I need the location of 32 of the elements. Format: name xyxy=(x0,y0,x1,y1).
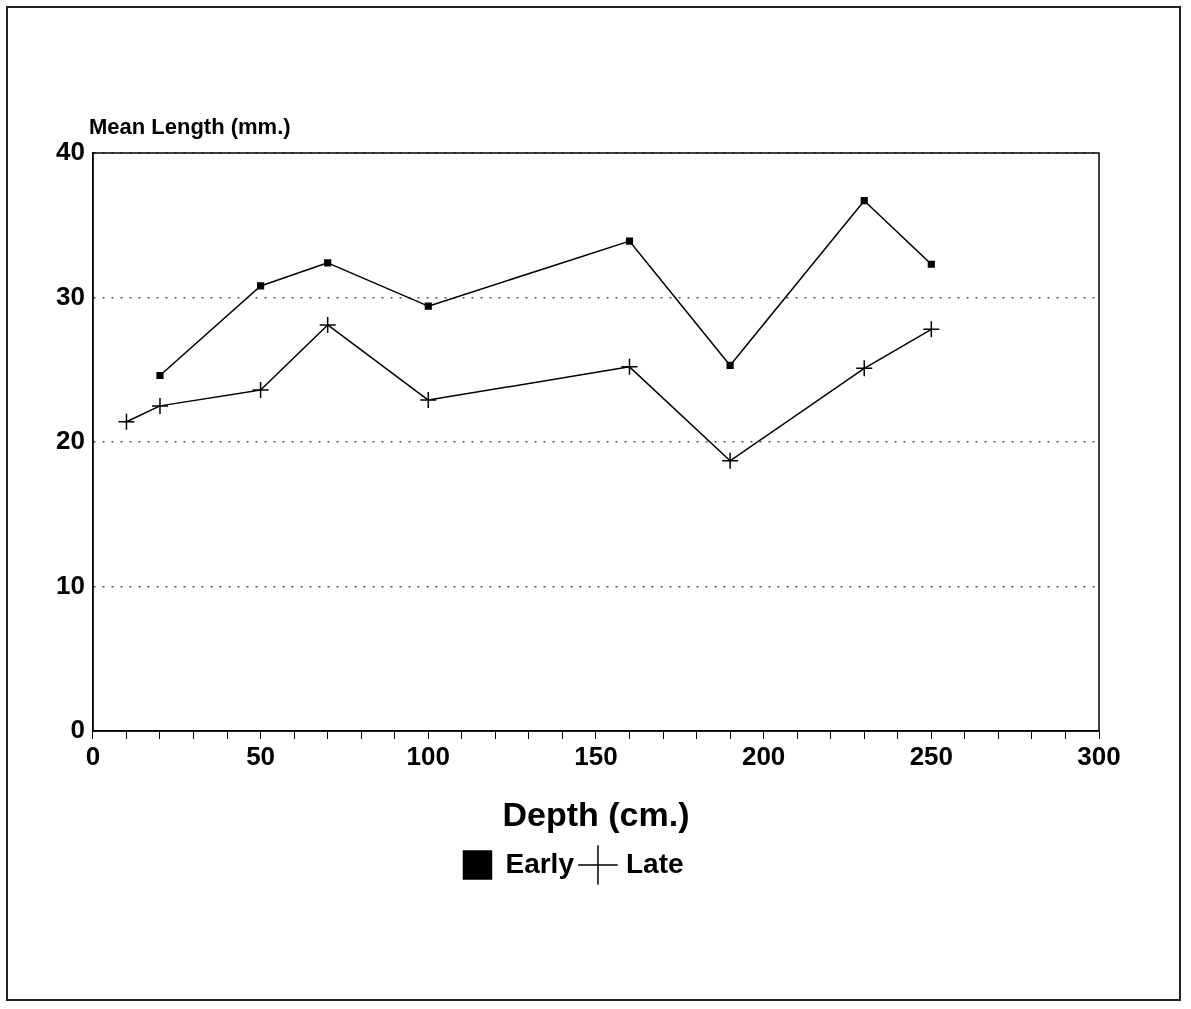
point xyxy=(625,237,634,245)
y-tick-label: 10 xyxy=(56,569,85,600)
point xyxy=(855,359,873,378)
x-tick-label: 250 xyxy=(909,740,954,771)
y-axis-title: Mean Length (mm.) xyxy=(88,114,291,140)
legend-label: Early xyxy=(505,847,575,879)
x-axis-title: Depth (cm.) xyxy=(502,794,690,833)
point xyxy=(424,302,432,310)
legend-label: Late xyxy=(625,847,684,879)
point xyxy=(860,197,868,205)
point xyxy=(419,391,438,409)
x-tick-label: 200 xyxy=(741,740,786,771)
y-tick-label: 0 xyxy=(70,714,85,745)
point xyxy=(620,358,639,376)
point xyxy=(117,413,136,431)
y-tick-label: 20 xyxy=(56,425,85,456)
point xyxy=(927,260,935,268)
y-tick-label: 40 xyxy=(56,136,85,167)
point xyxy=(324,259,332,267)
point xyxy=(257,282,265,290)
point xyxy=(318,316,337,334)
point xyxy=(721,452,739,470)
point xyxy=(156,371,164,380)
point xyxy=(922,320,941,339)
point xyxy=(726,361,734,369)
point xyxy=(151,397,169,415)
point xyxy=(251,381,270,399)
x-tick-label: 300 xyxy=(1077,740,1121,771)
x-tick-label: 150 xyxy=(574,740,618,771)
x-tick-label: 50 xyxy=(246,740,276,771)
x-tick-label: 100 xyxy=(406,740,450,771)
y-tick-label: 30 xyxy=(56,280,85,311)
